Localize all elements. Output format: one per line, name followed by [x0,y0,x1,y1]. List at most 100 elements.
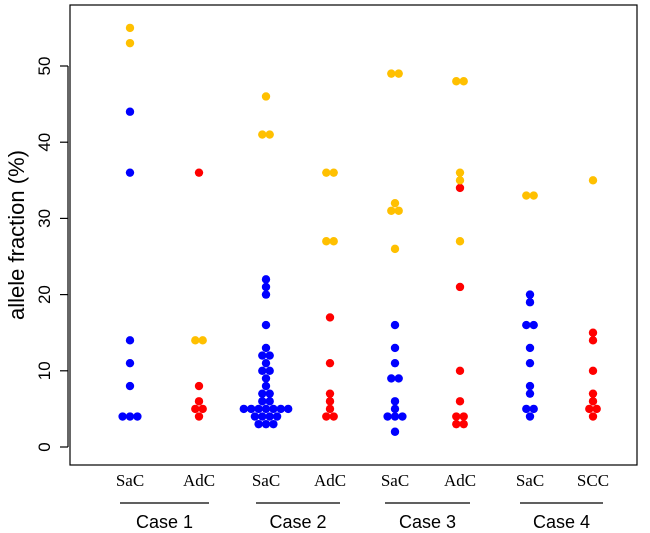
data-point [588,176,598,185]
category-label: SaC [381,471,409,490]
data-points [118,23,601,436]
data-point [276,404,285,414]
data-point [459,412,468,421]
data-point [258,366,267,375]
data-point [394,206,403,215]
data-point [455,168,465,177]
data-point [261,282,271,292]
data-point [258,397,267,406]
data-point [387,69,396,78]
data-point [125,107,135,116]
data-point [250,412,260,421]
y-tick-label: 10 [35,361,54,380]
data-point [258,412,267,421]
data-point [261,381,271,391]
data-point [322,237,331,246]
category-label: AdC [183,471,215,490]
data-point [525,381,535,391]
data-point [265,389,274,398]
group-label: Case 3 [399,512,456,532]
data-point [191,404,200,414]
data-point [261,275,271,284]
data-point [261,419,271,429]
data-point [588,328,598,337]
y-tick-label: 30 [35,209,54,228]
data-point [265,130,274,139]
data-point [383,412,392,421]
data-point [325,404,335,414]
data-point [191,336,200,345]
data-point [261,320,271,330]
data-point [258,351,267,360]
data-point [452,77,461,86]
data-point [525,298,535,307]
data-point [588,336,598,345]
data-point [390,404,400,414]
data-point [261,343,271,353]
data-point [390,358,400,368]
group-label: Case 1 [136,512,193,532]
data-point [265,351,274,360]
data-point [258,130,267,139]
data-point [118,412,127,421]
y-tick-label: 40 [35,133,54,152]
data-point [588,412,598,421]
data-point [261,92,271,101]
y-tick-label: 20 [35,285,54,304]
data-point [125,38,135,48]
data-point [522,320,531,330]
data-point [325,358,335,368]
data-point [325,313,335,322]
data-point [390,427,400,436]
data-point [455,282,465,292]
data-point [125,168,135,177]
data-point [529,191,538,200]
data-point [522,191,531,200]
data-point [592,404,601,414]
data-point [588,389,598,398]
data-point [455,183,465,193]
group-label: Case 2 [269,512,326,532]
data-point [394,69,403,78]
data-point [133,412,142,421]
data-point [269,419,278,429]
data-point [525,412,535,421]
data-point [254,404,263,414]
group-label: Case 4 [533,512,590,532]
data-point [265,366,274,375]
data-point [194,397,204,406]
data-point [588,397,598,406]
data-point [194,168,204,177]
data-point [329,412,338,421]
data-point [269,404,278,414]
category-labels: SaC AdC SaC AdC SaC AdC SaC SCC [116,471,609,490]
data-point [387,206,396,215]
data-point [325,397,335,406]
data-point [398,412,407,421]
data-point [452,419,461,429]
data-point [198,404,207,414]
y-tick-label: 0 [35,442,54,451]
data-point [125,23,135,33]
data-point [588,366,598,375]
data-point [455,176,465,185]
data-point [265,412,274,421]
data-point [390,198,400,208]
data-point [455,366,465,375]
group-labels: Case 1 Case 2 Case 3 Case 4 [120,502,603,532]
category-label: AdC [314,471,346,490]
data-point [239,404,248,414]
data-point [529,404,538,414]
data-point [452,412,461,421]
y-ticks: 0 10 20 30 40 50 [35,57,68,452]
data-point [261,290,271,299]
data-point [322,168,331,177]
data-point [125,381,135,391]
data-point [525,343,535,353]
data-point [261,404,271,414]
data-point [265,397,274,406]
data-point [194,412,204,421]
y-axis-label: allele fraction (%) [4,150,29,320]
data-point [394,374,403,383]
category-label: SCC [577,471,609,490]
